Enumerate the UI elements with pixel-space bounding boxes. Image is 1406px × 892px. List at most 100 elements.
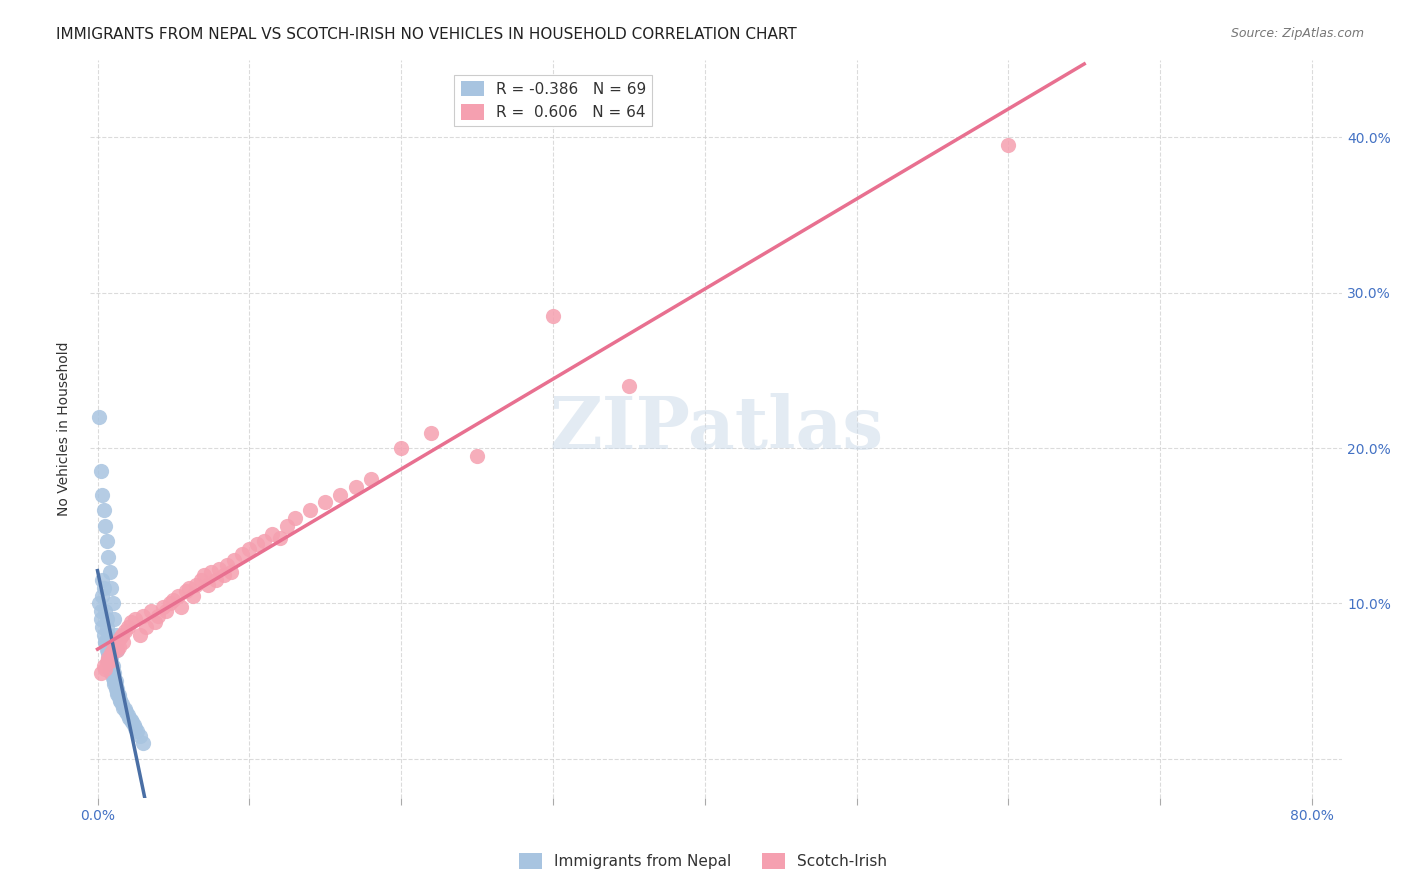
Point — [90, 612, 112, 626]
Point — [94, 518, 117, 533]
Point — [114, 624, 136, 639]
Point — [215, 558, 238, 572]
Point — [93, 627, 115, 641]
Point — [212, 568, 235, 582]
Point — [360, 472, 382, 486]
Point — [120, 615, 142, 629]
Point — [104, 627, 127, 641]
Point — [167, 589, 190, 603]
Point — [103, 677, 125, 691]
Point — [125, 723, 148, 738]
Point — [107, 690, 129, 704]
Point — [112, 635, 135, 649]
Point — [162, 593, 184, 607]
Point — [276, 518, 298, 533]
Point — [205, 573, 228, 587]
Point — [284, 511, 307, 525]
Point — [238, 542, 260, 557]
Text: ZIPatlas: ZIPatlas — [548, 393, 883, 464]
Point — [94, 635, 117, 649]
Point — [104, 679, 127, 693]
Point — [143, 615, 166, 629]
Point — [148, 608, 170, 623]
Point — [90, 604, 112, 618]
Point — [389, 441, 412, 455]
Point — [200, 566, 222, 580]
Point — [159, 597, 181, 611]
Point — [104, 681, 127, 696]
Point — [97, 646, 120, 660]
Text: IMMIGRANTS FROM NEPAL VS SCOTCH-IRISH NO VEHICLES IN HOUSEHOLD CORRELATION CHART: IMMIGRANTS FROM NEPAL VS SCOTCH-IRISH NO… — [56, 27, 797, 42]
Point — [122, 717, 145, 731]
Point — [181, 589, 204, 603]
Point — [139, 604, 162, 618]
Point — [97, 627, 120, 641]
Point — [112, 700, 135, 714]
Point — [103, 612, 125, 626]
Point — [118, 711, 141, 725]
Legend: Immigrants from Nepal, Scotch-Irish: Immigrants from Nepal, Scotch-Irish — [513, 847, 893, 875]
Point — [96, 620, 118, 634]
Point — [93, 503, 115, 517]
Point — [91, 620, 114, 634]
Point — [96, 640, 118, 654]
Point — [155, 604, 177, 618]
Point — [177, 581, 200, 595]
Point — [997, 138, 1019, 153]
Point — [87, 597, 110, 611]
Point — [100, 666, 122, 681]
Point — [110, 631, 132, 645]
Point — [100, 650, 122, 665]
Point — [97, 650, 120, 665]
Point — [90, 464, 112, 478]
Point — [253, 534, 276, 549]
Point — [107, 688, 129, 702]
Point — [97, 654, 120, 668]
Point — [541, 309, 564, 323]
Point — [98, 566, 121, 580]
Point — [120, 713, 142, 727]
Point — [129, 729, 152, 743]
Point — [100, 663, 122, 677]
Point — [87, 409, 110, 424]
Point — [170, 599, 193, 614]
Point — [117, 708, 139, 723]
Point — [105, 681, 128, 696]
Point — [98, 662, 121, 676]
Point — [91, 488, 114, 502]
Point — [97, 650, 120, 665]
Point — [111, 698, 134, 712]
Point — [465, 449, 488, 463]
Point — [246, 537, 269, 551]
Point — [110, 693, 132, 707]
Point — [101, 597, 124, 611]
Point — [91, 589, 114, 603]
Point — [208, 562, 231, 576]
Point — [193, 568, 215, 582]
Point — [420, 425, 443, 440]
Point — [91, 573, 114, 587]
Point — [114, 702, 136, 716]
Point — [111, 627, 134, 641]
Point — [224, 553, 246, 567]
Point — [329, 488, 352, 502]
Point — [96, 534, 118, 549]
Point — [190, 573, 212, 587]
Point — [101, 668, 124, 682]
Point — [117, 620, 139, 634]
Point — [101, 658, 124, 673]
Point — [299, 503, 322, 517]
Point — [105, 643, 128, 657]
Point — [262, 526, 284, 541]
Point — [98, 631, 121, 645]
Point — [93, 658, 115, 673]
Point — [121, 714, 143, 729]
Point — [98, 658, 121, 673]
Point — [115, 705, 138, 719]
Point — [93, 581, 115, 595]
Point — [100, 643, 122, 657]
Point — [90, 666, 112, 681]
Point — [98, 656, 121, 670]
Point — [231, 547, 253, 561]
Point — [197, 578, 219, 592]
